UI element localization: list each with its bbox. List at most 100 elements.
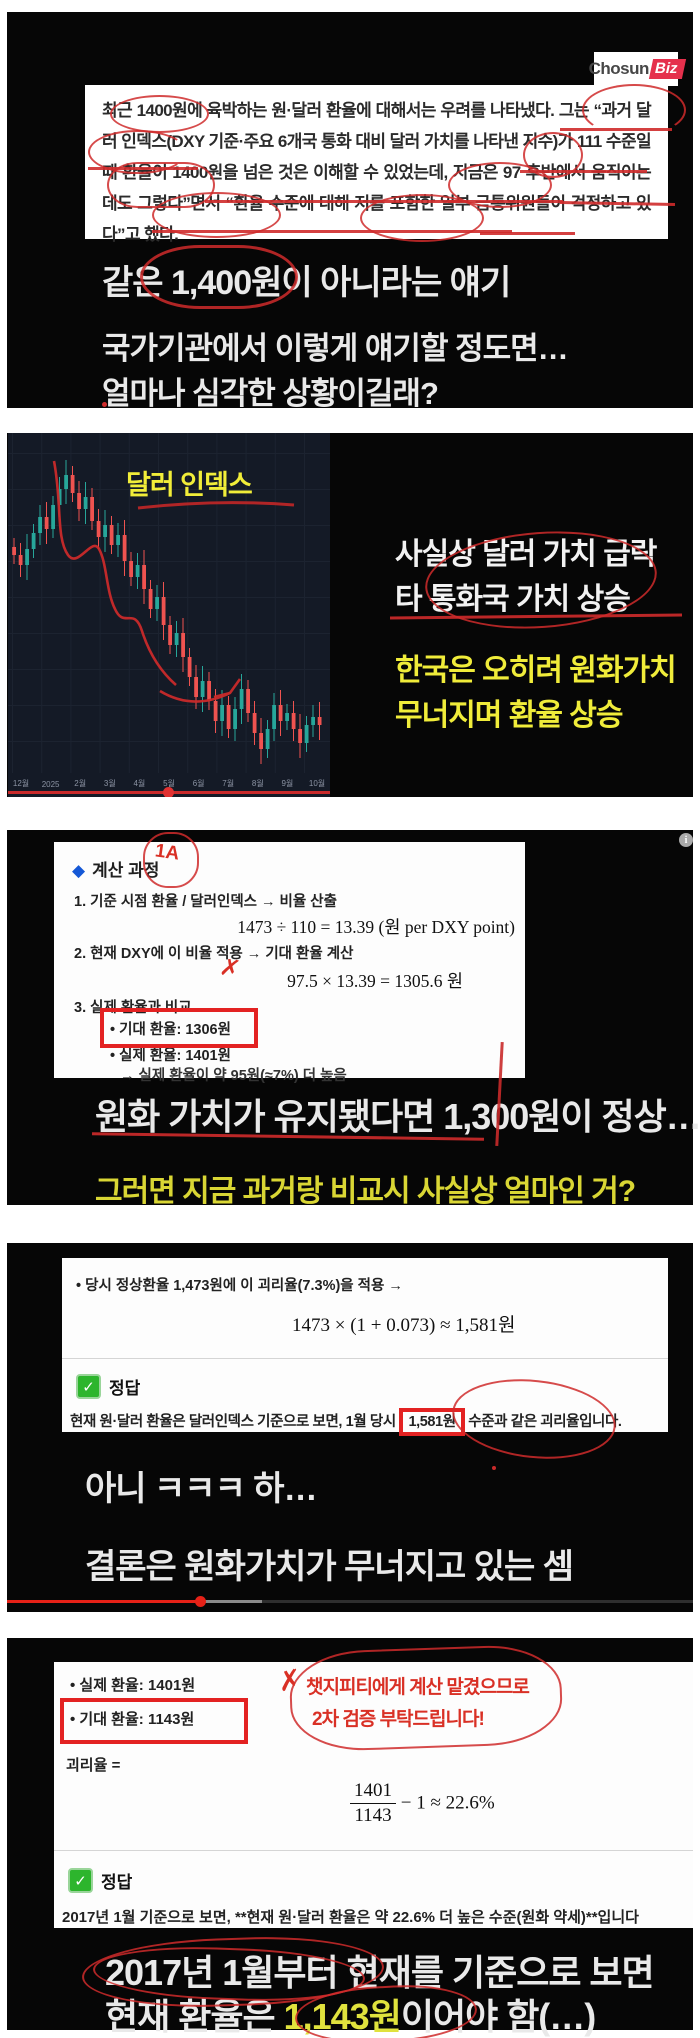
answer-sentence: 현재 원·달러 환율은 달러인덱스 기준으로 보면, 1월 당시 1,581원 …	[70, 1408, 622, 1436]
x-axis-label: 8월	[251, 779, 264, 788]
answer-row: ✓ 정답	[76, 1374, 140, 1399]
x-glyph: ✗	[275, 1663, 304, 1698]
panel-calculation: i ◆ 계산 과정 1. 기준 시점 환율 / 달러인덱스 → 비율 산출 147…	[7, 830, 700, 1208]
expected-rate-line: • 기대 환율: 1143원	[70, 1708, 194, 1729]
math-text: 1473 × (1 + 0.073) ≈ 1,581원	[292, 1315, 516, 1336]
chart-progress-line[interactable]	[8, 787, 330, 797]
chatgpt-disclaimer-line1: 챗지피티에게 계산 맡겼으므로	[306, 1672, 530, 1699]
korea-won-line2: 무너지며 환율 상승	[395, 690, 623, 734]
caption-text: 현재 환율은	[105, 1996, 284, 2037]
check-icon: ✓	[76, 1374, 101, 1399]
caption-text: 결론은 원화가치가 무너지고 있는 셈	[85, 1548, 574, 1586]
news-article-box: 최근 1400원에 육박하는 원·달러 환율에 대해서는 우려를 나타냈다. 그…	[85, 85, 668, 244]
apply-gap-line: • 당시 정상환율 1,473원에 이 괴리율(7.3%)을 적용 →	[76, 1274, 403, 1295]
caption-text: 이어야 함(…)	[400, 1996, 596, 2037]
logo-chosun-text: Chosun	[588, 59, 650, 78]
math-text: 97.5 × 13.39 = 1305.6 원	[287, 971, 463, 991]
red-pen-annotation	[288, 1643, 564, 1753]
caption-text: 국가기관에서 이렇게 얘기할 정도면…	[102, 331, 569, 366]
calc-step3: 3. 실제 환율과 비교	[74, 996, 192, 1017]
x-axis-label: 2월	[74, 779, 87, 788]
calc-step2: 2. 현재 DXY에 이 비율 적용 → 기대 환율 계산	[74, 942, 353, 963]
highlighted-value: 1,143원	[283, 1996, 402, 2037]
bullet-text: • 기대 환율: 1306원	[110, 1022, 231, 1038]
caption-text: 타 통화국 가치 상승	[395, 583, 631, 616]
info-glyph: i	[684, 834, 688, 846]
sentence-text: 현재 원·달러 환율은 달러인덱스 기준으로 보면, 1월 당시	[70, 1414, 400, 1430]
news-article-text: 최근 1400원에 육박하는 원·달러 환율에 대해서는 우려를 나타냈다. 그…	[102, 101, 652, 244]
progress-played	[7, 1600, 200, 1603]
caption-lol: 아니 ㅋㅋㅋ 하…	[85, 1461, 318, 1510]
progress-dot[interactable]	[195, 1596, 206, 1607]
bullet-text: • 실제 환율: 1401원	[70, 1677, 196, 1694]
calc-step1: 1. 기준 시점 환율 / 달러인덱스 → 비율 산출	[74, 890, 337, 911]
dollar-crash-line2: 타 통화국 가치 상승	[395, 574, 631, 618]
card-divider	[54, 1850, 693, 1851]
chatgpt-disclaimer-line2: 2차 검증 부탁드립니다!	[312, 1704, 485, 1731]
caption-2017-base: 2017년 1월부터 현재를 기준으로 보면	[105, 1944, 655, 1996]
panel-dollar-index: 달러 인덱스 12월 2025 2월 3월 4월 5월 6월 7월 8월 9월 10월 사실상 달러…	[7, 433, 693, 797]
caption-text: 그러면 지금 과거랑 비교시 사실상 얼마인 거?	[95, 1175, 636, 1208]
sentence-text: 2017년 1월 기준으로 보면, **현재 원·달러 환율은 약 22.6% …	[62, 1909, 639, 1926]
chart-title-text: 달러 인덱스	[126, 470, 253, 500]
caption-not-same-1400: 같은 1,400원이 아니라는 얘기	[102, 255, 511, 304]
x-axis-label: 3월	[103, 779, 116, 788]
note-text: → 실제 환율이 약 95원(≈7%) 더 높음	[120, 1068, 347, 1084]
caption-should-be-1143: 현재 환율은 1,143원이어야 함(…)	[105, 1988, 596, 2038]
bullet-text: • 실제 환율: 1401원	[110, 1048, 231, 1064]
answer-row: ✓ 정답	[68, 1868, 132, 1893]
caption-conclusion: 결론은 원화가치가 무너지고 있는 셈	[85, 1539, 574, 1588]
panel-answer-1143: • 실제 환율: 1401원 • 기대 환율: 1143원 챗지피티에게 계산 …	[7, 1638, 693, 2038]
answer-card: • 당시 정상환율 1,473원에 이 괴리율(7.3%)을 적용 → 1473…	[62, 1258, 668, 1470]
chosunbiz-logo: Chosun Biz	[589, 52, 686, 86]
caption-text: 같은	[102, 264, 172, 302]
answer-sentence: 2017년 1월 기준으로 보면, **현재 원·달러 환율은 약 22.6% …	[62, 1906, 693, 1927]
caption-1300-normal: 원화 가치가 유지됐다면 1,300원이 정상…	[95, 1088, 700, 1140]
check-glyph: ✓	[74, 1872, 87, 1890]
calc-expected-rate: • 기대 환율: 1306원	[110, 1018, 231, 1039]
x-axis-label: 4월	[133, 779, 146, 788]
step-text: 3. 실제 환율과 비교	[74, 1000, 192, 1016]
video-progress-bar[interactable]	[7, 1596, 693, 1607]
candlestick-chart	[8, 433, 330, 773]
red-pen-annotation	[102, 402, 107, 407]
fraction-numerator: 1401	[350, 1780, 396, 1804]
caption-text: 사실상 달러 가치 급락	[395, 538, 657, 571]
info-icon[interactable]: i	[679, 833, 693, 847]
step-text: 2. 현재 DXY에 이 비율 적용 → 기대 환율 계산	[74, 946, 354, 962]
caption-text: 얼마나 심각한 상황이길래?	[102, 376, 439, 411]
caption-text: 아니 ㅋㅋㅋ 하…	[85, 1470, 318, 1508]
x-axis-label: 12월	[12, 779, 30, 788]
caption-how-serious-line2: 얼마나 심각한 상황이길래?	[102, 368, 439, 413]
gap-math: 1473 × (1 + 0.073) ≈ 1,581원	[292, 1310, 516, 1337]
x-axis-label: 9월	[281, 779, 294, 788]
chart-title: 달러 인덱스	[126, 463, 253, 502]
calc-title: ◆ 계산 과정	[72, 856, 159, 881]
logo-biz-badge: Biz	[648, 59, 686, 79]
progress-buffered	[200, 1600, 262, 1603]
calc-note: → 실제 환율이 약 95원(≈7%) 더 높음	[120, 1064, 347, 1085]
x-axis-label: 7월	[222, 779, 235, 788]
answer-label: 정답	[109, 1379, 141, 1398]
red-pen-annotation	[492, 1466, 496, 1470]
diamond-icon: ◆	[72, 861, 86, 880]
handwriting-text: 챗지피티에게 계산 맡겼으므로	[306, 1677, 530, 1698]
fraction: 1401 1143	[350, 1780, 396, 1827]
calc-title-text: 계산 과정	[92, 861, 160, 880]
korea-won-line1: 한국은 오히려 원화가치	[395, 645, 677, 689]
panel-news-quote: Chosun Biz 최근 1400원에 육박하는 원·달러 환율에 대해서는 …	[7, 12, 693, 411]
caption-text: 이 아니라는 얘기	[281, 264, 511, 302]
caption-text: 한국은 오히려 원화가치	[395, 654, 677, 687]
progress-dot[interactable]	[163, 787, 174, 797]
math-text: 1473 ÷ 110 = 13.39 (원 per DXY point)	[237, 917, 515, 937]
x-axis-label: 5월	[163, 779, 175, 788]
handwriting-text: 2차 검증 부탁드립니다!	[312, 1709, 485, 1730]
dollar-index-chart: 달러 인덱스 12월 2025 2월 3월 4월 5월 6월 7월 8월 9월 10월	[8, 433, 330, 797]
step-text: 1. 기준 시점 환율 / 달러인덱스 → 비율 산출	[74, 894, 337, 910]
calc-math2: 97.5 × 13.39 = 1305.6 원	[287, 968, 463, 993]
red-pen-annotation	[52, 460, 295, 703]
x-axis-labels: 12월 2025 2월 3월 4월 5월 6월 7월 8월 9월 10월	[8, 433, 330, 797]
gap-label: 괴리율 =	[66, 1754, 120, 1775]
caption-text: 무너지며 환율 상승	[395, 699, 623, 732]
